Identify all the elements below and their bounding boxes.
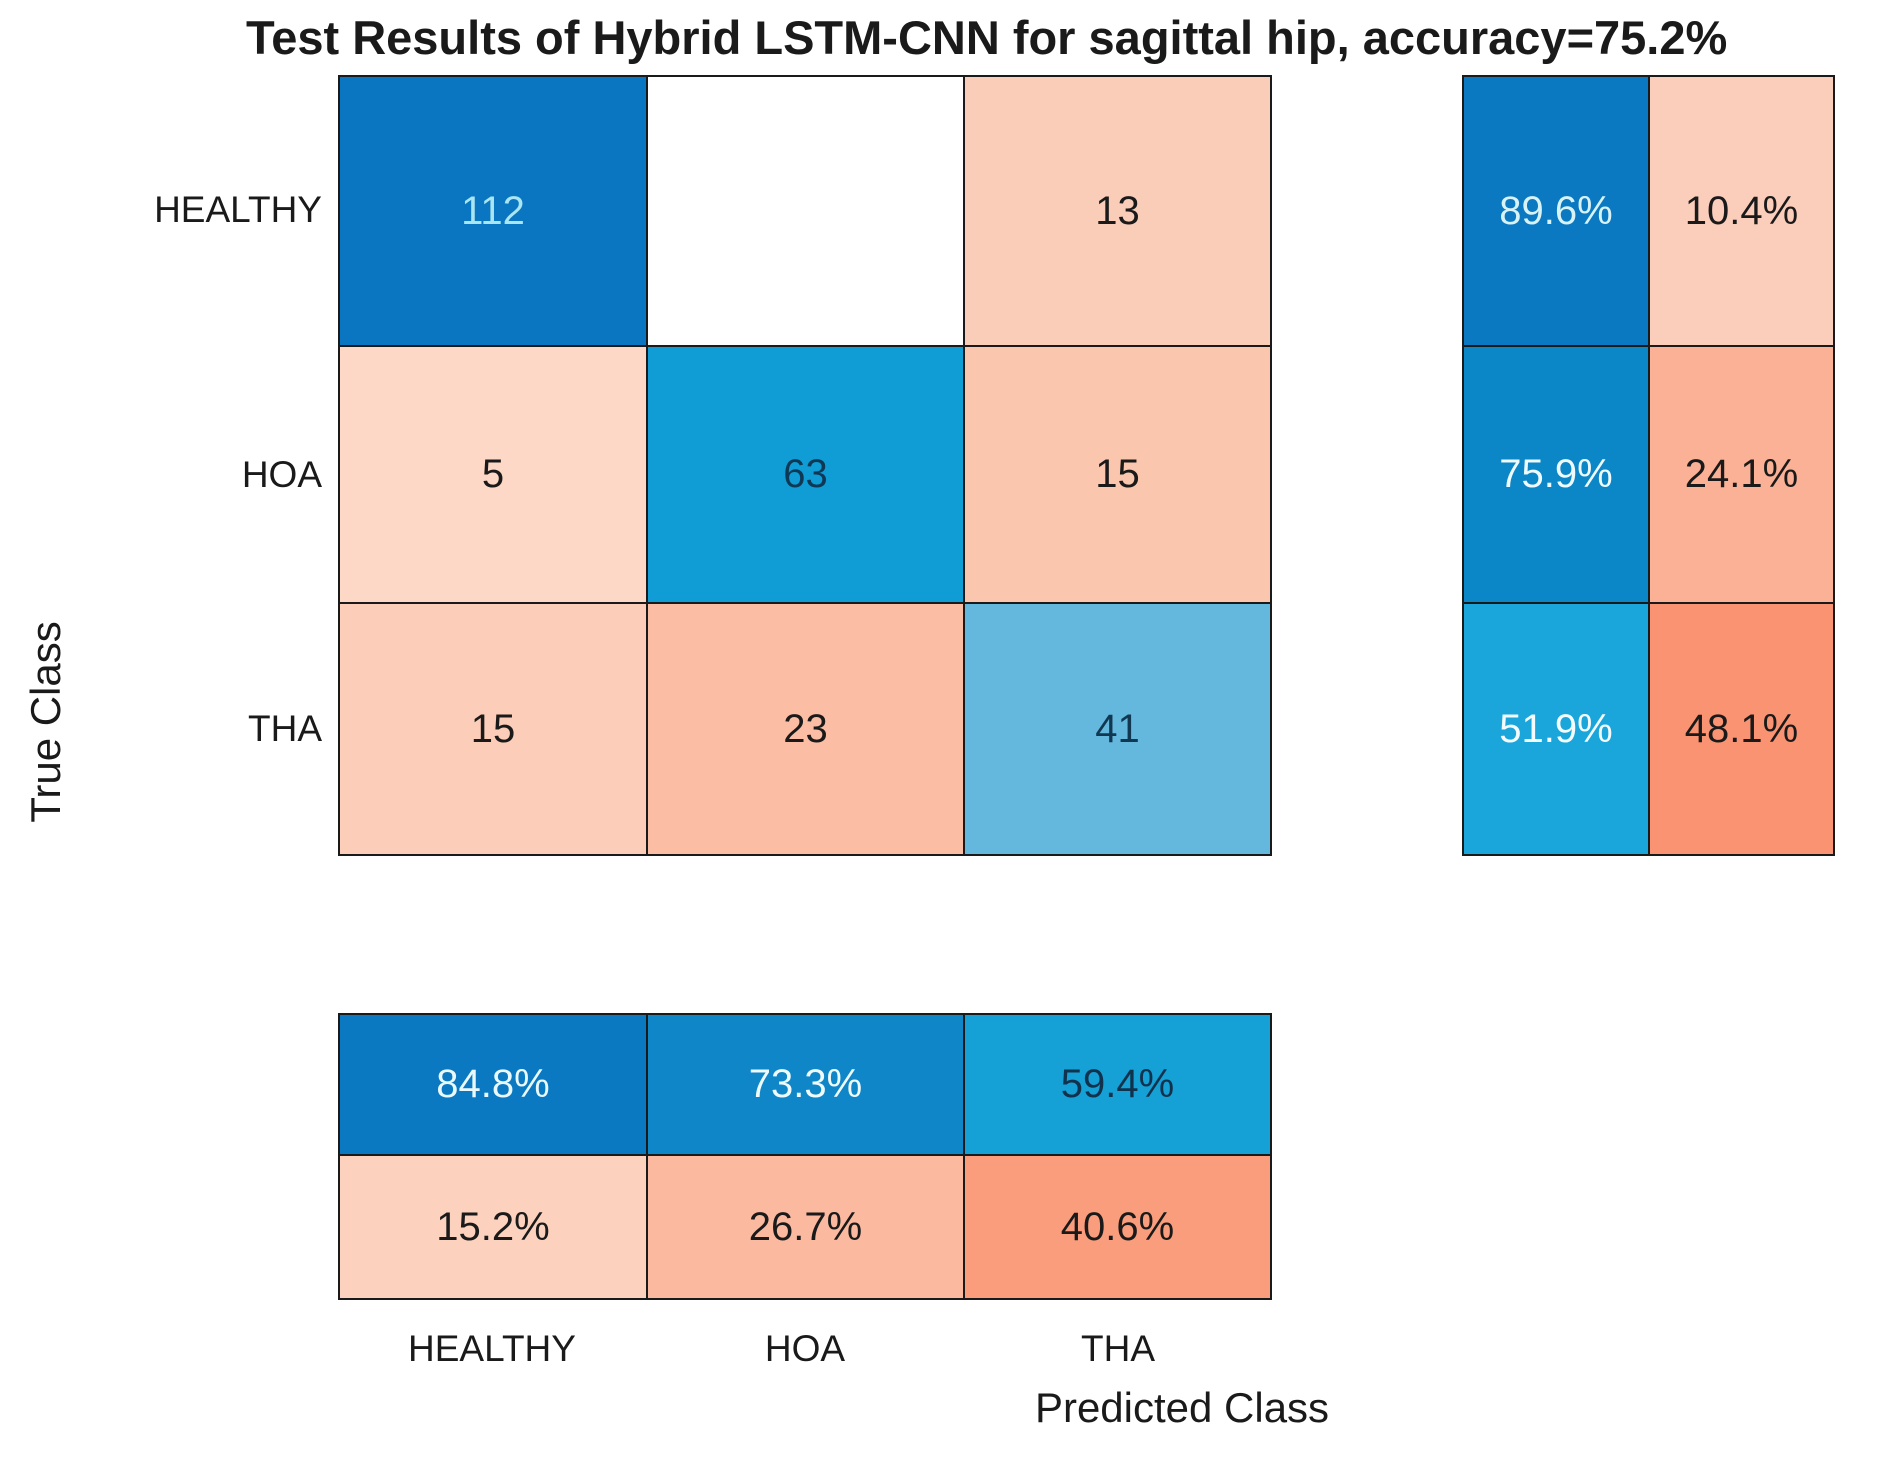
matrix-cell-healthy-healthy: 112 [340,77,646,345]
y-tick-healthy: HEALTHY [154,189,322,230]
col-summary-healthy-fdr: 15.2% [340,1156,646,1298]
y-tick-tha: THA [248,708,322,749]
row-summary-tha-fnr: 48.1% [1650,604,1833,854]
y-tick-hoa: HOA [241,454,322,495]
row-summary: 89.6% 10.4% 75.9% 24.1% 51.9% 48.1% [1462,75,1835,856]
row-summary-healthy-fnr: 10.4% [1650,77,1833,345]
col-summary-hoa-ppv: 73.3% [648,1015,963,1154]
title-clipped-percent: % [1685,11,1728,64]
matrix-cell-tha-healthy: 15 [340,604,646,854]
matrix-cell-hoa-healthy: 5 [340,347,646,602]
title-text: Test Results of Hybrid LSTM-CNN for sagi… [246,11,1686,64]
matrix-cell-healthy-tha: 13 [965,77,1270,345]
x-axis-label: Predicted Class [1034,1384,1330,1431]
row-summary-hoa-tpr: 75.9% [1464,347,1648,602]
matrix-cell-hoa-hoa: 63 [648,347,963,602]
confusion-matrix: 112 13 5 63 15 15 23 41 [338,75,1272,856]
x-tick-hoa: HOA [764,1328,846,1369]
x-tick-tha: THA [1081,1328,1155,1369]
col-summary-hoa-fdr: 26.7% [648,1156,963,1298]
row-summary-hoa-fnr: 24.1% [1650,347,1833,602]
matrix-cell-hoa-tha: 15 [965,347,1270,602]
y-axis-label: True Class [22,621,69,823]
matrix-cell-tha-hoa: 23 [648,604,963,854]
page-title: Test Results of Hybrid LSTM-CNN for sagi… [246,12,1727,64]
matrix-cell-healthy-hoa [648,77,963,345]
matrix-cell-tha-tha: 41 [965,604,1270,854]
col-summary-tha-ppv: 59.4% [965,1015,1270,1154]
col-summary-healthy-ppv: 84.8% [340,1015,646,1154]
col-summary-tha-fdr: 40.6% [965,1156,1270,1298]
column-summary: 84.8% 73.3% 59.4% 15.2% 26.7% 40.6% [338,1013,1272,1300]
x-tick-healthy: HEALTHY [408,1328,576,1369]
row-summary-healthy-tpr: 89.6% [1464,77,1648,345]
row-summary-tha-tpr: 51.9% [1464,604,1648,854]
